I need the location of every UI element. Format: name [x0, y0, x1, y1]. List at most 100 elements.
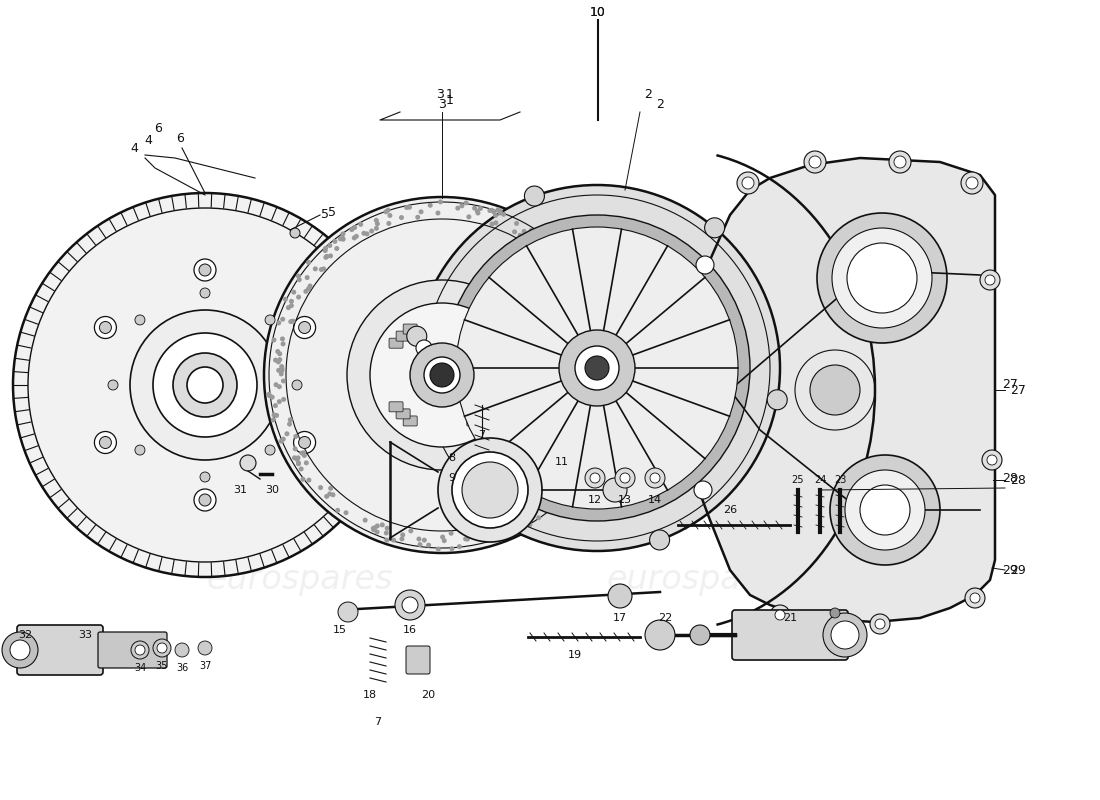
Circle shape	[576, 268, 581, 273]
Circle shape	[566, 252, 571, 257]
Circle shape	[442, 538, 447, 543]
Circle shape	[370, 303, 514, 447]
Circle shape	[312, 266, 318, 271]
Text: 18: 18	[363, 690, 377, 700]
Circle shape	[860, 485, 910, 535]
Circle shape	[265, 315, 275, 325]
Circle shape	[767, 390, 788, 410]
Circle shape	[615, 468, 635, 488]
FancyBboxPatch shape	[389, 402, 403, 412]
Text: 16: 16	[403, 625, 417, 635]
Circle shape	[330, 492, 336, 498]
Circle shape	[737, 172, 759, 194]
Circle shape	[585, 356, 609, 380]
Circle shape	[426, 542, 431, 548]
Circle shape	[278, 371, 284, 377]
Circle shape	[297, 278, 301, 282]
Circle shape	[428, 202, 432, 208]
FancyBboxPatch shape	[481, 338, 495, 348]
Circle shape	[301, 453, 307, 458]
Text: 20: 20	[421, 690, 436, 700]
Text: eurospares: eurospares	[207, 294, 393, 326]
Circle shape	[598, 394, 603, 398]
Circle shape	[359, 222, 363, 227]
Circle shape	[240, 455, 256, 471]
Circle shape	[421, 538, 427, 542]
Circle shape	[370, 229, 374, 234]
Circle shape	[371, 527, 376, 532]
Circle shape	[845, 470, 925, 550]
Circle shape	[487, 524, 492, 529]
Circle shape	[604, 410, 609, 416]
Circle shape	[518, 523, 524, 528]
Circle shape	[323, 246, 328, 251]
Circle shape	[264, 197, 620, 553]
Circle shape	[558, 267, 563, 272]
Circle shape	[199, 264, 211, 276]
Circle shape	[13, 193, 397, 577]
Circle shape	[529, 228, 534, 233]
Circle shape	[375, 523, 379, 529]
Circle shape	[328, 243, 332, 248]
Circle shape	[275, 349, 280, 354]
Circle shape	[804, 151, 826, 173]
Circle shape	[283, 297, 288, 302]
Circle shape	[456, 227, 738, 509]
Circle shape	[135, 645, 145, 655]
Circle shape	[594, 321, 600, 326]
Circle shape	[590, 473, 600, 483]
FancyBboxPatch shape	[474, 331, 488, 341]
Text: 36: 36	[176, 663, 188, 673]
Circle shape	[493, 220, 498, 226]
Circle shape	[490, 222, 495, 226]
Circle shape	[597, 410, 602, 415]
Circle shape	[386, 208, 390, 213]
Circle shape	[399, 215, 404, 220]
Text: 11: 11	[556, 457, 569, 467]
Circle shape	[384, 538, 389, 542]
Circle shape	[273, 403, 278, 408]
Circle shape	[540, 501, 546, 506]
Circle shape	[280, 378, 286, 383]
Circle shape	[808, 156, 821, 168]
Circle shape	[266, 392, 272, 397]
Circle shape	[506, 517, 510, 522]
Circle shape	[475, 209, 480, 214]
Circle shape	[970, 593, 980, 603]
Circle shape	[586, 299, 592, 305]
Circle shape	[436, 546, 441, 551]
Circle shape	[392, 538, 396, 542]
Circle shape	[131, 641, 149, 659]
Circle shape	[519, 521, 525, 526]
Circle shape	[534, 243, 539, 248]
Circle shape	[280, 317, 285, 322]
Circle shape	[460, 530, 464, 534]
Circle shape	[296, 460, 301, 466]
Circle shape	[650, 530, 670, 550]
Circle shape	[588, 458, 593, 462]
Circle shape	[965, 588, 985, 608]
Circle shape	[576, 264, 581, 269]
Circle shape	[276, 359, 280, 364]
Text: 4: 4	[130, 142, 138, 154]
Text: 3: 3	[438, 98, 446, 111]
FancyBboxPatch shape	[16, 625, 103, 675]
Circle shape	[553, 501, 558, 506]
Text: 10: 10	[590, 6, 606, 18]
Circle shape	[874, 619, 886, 629]
Circle shape	[293, 446, 298, 451]
Circle shape	[894, 156, 906, 168]
Circle shape	[575, 465, 581, 470]
Circle shape	[340, 235, 345, 241]
Circle shape	[440, 534, 446, 539]
Circle shape	[364, 231, 370, 236]
Circle shape	[596, 325, 601, 330]
Circle shape	[324, 494, 329, 499]
Circle shape	[318, 485, 323, 490]
Circle shape	[340, 231, 345, 236]
Circle shape	[95, 431, 117, 454]
Circle shape	[548, 242, 553, 247]
Circle shape	[294, 431, 316, 454]
Circle shape	[173, 353, 236, 417]
Circle shape	[582, 293, 586, 298]
